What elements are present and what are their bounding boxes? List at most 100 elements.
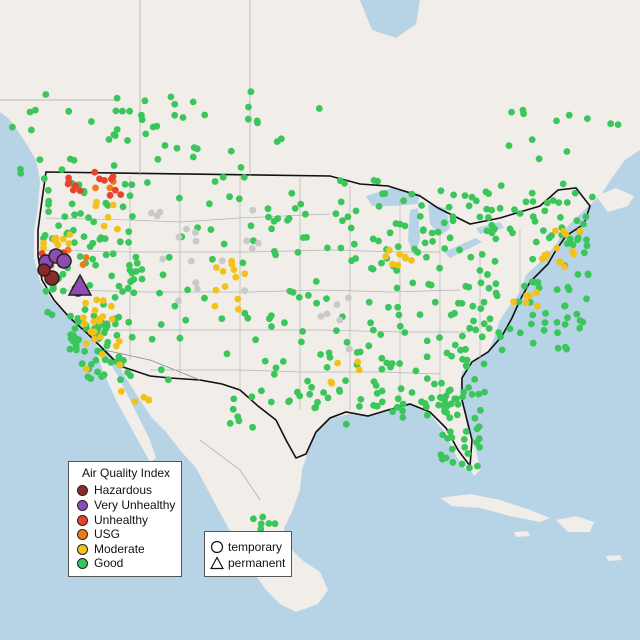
good-sensor[interactable] [347,224,355,232]
moderate-sensor[interactable] [65,240,73,247]
moderate-sensor[interactable] [115,338,123,345]
good-sensor[interactable] [66,345,74,353]
unhealthy-sensor[interactable] [72,182,79,190]
good-sensor[interactable] [485,214,492,221]
good-sensor[interactable] [119,203,127,211]
good-sensor[interactable] [133,259,141,267]
hazardous-sensor[interactable] [37,263,51,277]
usg-sensor[interactable] [79,261,87,268]
moderate-sensor[interactable] [533,302,541,310]
moderate-sensor[interactable] [394,261,402,269]
moderate-sensor[interactable] [91,335,98,343]
good-sensor[interactable] [130,289,138,297]
moderate-sensor[interactable] [408,257,415,264]
good-sensor[interactable] [279,358,287,365]
good-sensor[interactable] [352,207,360,215]
good-sensor[interactable] [48,311,56,319]
good-sensor[interactable] [312,278,320,285]
good-sensor[interactable] [561,302,568,310]
good-sensor[interactable] [117,376,124,384]
good-sensor[interactable] [386,229,394,237]
good-sensor[interactable] [44,186,52,194]
good-sensor[interactable] [447,428,454,436]
moderate-sensor[interactable] [328,379,336,387]
moderate-sensor[interactable] [114,225,121,233]
no-data-sensor[interactable] [336,316,344,324]
good-sensor[interactable] [375,203,383,210]
good-sensor[interactable] [419,227,427,235]
good-sensor[interactable] [416,311,424,318]
good-sensor[interactable] [268,225,275,233]
good-sensor[interactable] [339,217,346,225]
good-sensor[interactable] [394,303,402,311]
good-sensor[interactable] [492,280,500,288]
moderate-sensor[interactable] [541,254,549,262]
no-data-sensor[interactable] [344,294,352,302]
usg-sensor[interactable] [92,184,99,192]
moderate-sensor[interactable] [213,264,220,271]
good-sensor[interactable] [557,214,564,221]
good-sensor[interactable] [121,180,129,188]
unhealthy-sensor[interactable] [91,168,99,176]
good-sensor[interactable] [531,279,539,286]
good-sensor[interactable] [244,314,252,322]
good-sensor[interactable] [564,283,572,291]
good-sensor[interactable] [141,97,149,105]
good-sensor[interactable] [478,251,486,258]
good-sensor[interactable] [271,520,279,528]
good-sensor[interactable] [569,241,577,249]
good-sensor[interactable] [132,253,140,261]
good-sensor[interactable] [128,333,136,341]
good-sensor[interactable] [367,319,374,327]
good-sensor[interactable] [165,253,173,261]
no-data-sensor[interactable] [192,279,200,287]
good-sensor[interactable] [17,170,25,177]
good-sensor[interactable] [68,200,76,208]
good-sensor[interactable] [477,406,484,414]
good-sensor[interactable] [423,375,431,382]
good-sensor[interactable] [184,286,192,294]
good-sensor[interactable] [153,122,161,130]
good-sensor[interactable] [142,130,150,138]
no-data-sensor[interactable] [255,239,262,247]
moderate-sensor[interactable] [51,235,58,242]
good-sensor[interactable] [102,251,110,259]
good-sensor[interactable] [81,347,88,355]
good-sensor[interactable] [378,259,385,267]
good-sensor[interactable] [516,329,524,337]
good-sensor[interactable] [159,271,167,279]
no-data-sensor[interactable] [153,212,161,220]
good-sensor[interactable] [475,390,483,398]
good-sensor[interactable] [173,144,181,152]
good-sensor[interactable] [252,336,259,344]
good-sensor[interactable] [399,407,406,415]
good-sensor[interactable] [112,107,120,115]
good-sensor[interactable] [323,364,331,371]
good-sensor[interactable] [446,234,454,242]
good-sensor[interactable] [230,395,238,403]
good-sensor[interactable] [356,348,364,356]
good-sensor[interactable] [240,173,248,181]
good-sensor[interactable] [129,213,136,220]
good-sensor[interactable] [226,193,234,201]
good-sensor[interactable] [370,378,378,385]
good-sensor[interactable] [541,319,549,326]
unhealthy-sensor[interactable] [64,180,72,188]
unhealthy-sensor[interactable] [76,187,84,195]
good-sensor[interactable] [428,229,436,237]
good-sensor[interactable] [245,103,252,111]
good-sensor[interactable] [98,373,106,380]
good-sensor[interactable] [89,255,97,263]
no-data-sensor[interactable] [194,285,201,293]
good-sensor[interactable] [448,434,456,441]
good-sensor[interactable] [248,393,256,401]
good-sensor[interactable] [259,513,267,521]
good-sensor[interactable] [86,282,94,289]
good-sensor[interactable] [459,393,467,401]
moderate-sensor[interactable] [82,299,89,307]
good-sensor[interactable] [465,384,472,391]
good-sensor[interactable] [573,217,581,225]
good-sensor[interactable] [119,107,126,115]
good-sensor[interactable] [498,346,506,354]
good-sensor[interactable] [295,294,303,301]
